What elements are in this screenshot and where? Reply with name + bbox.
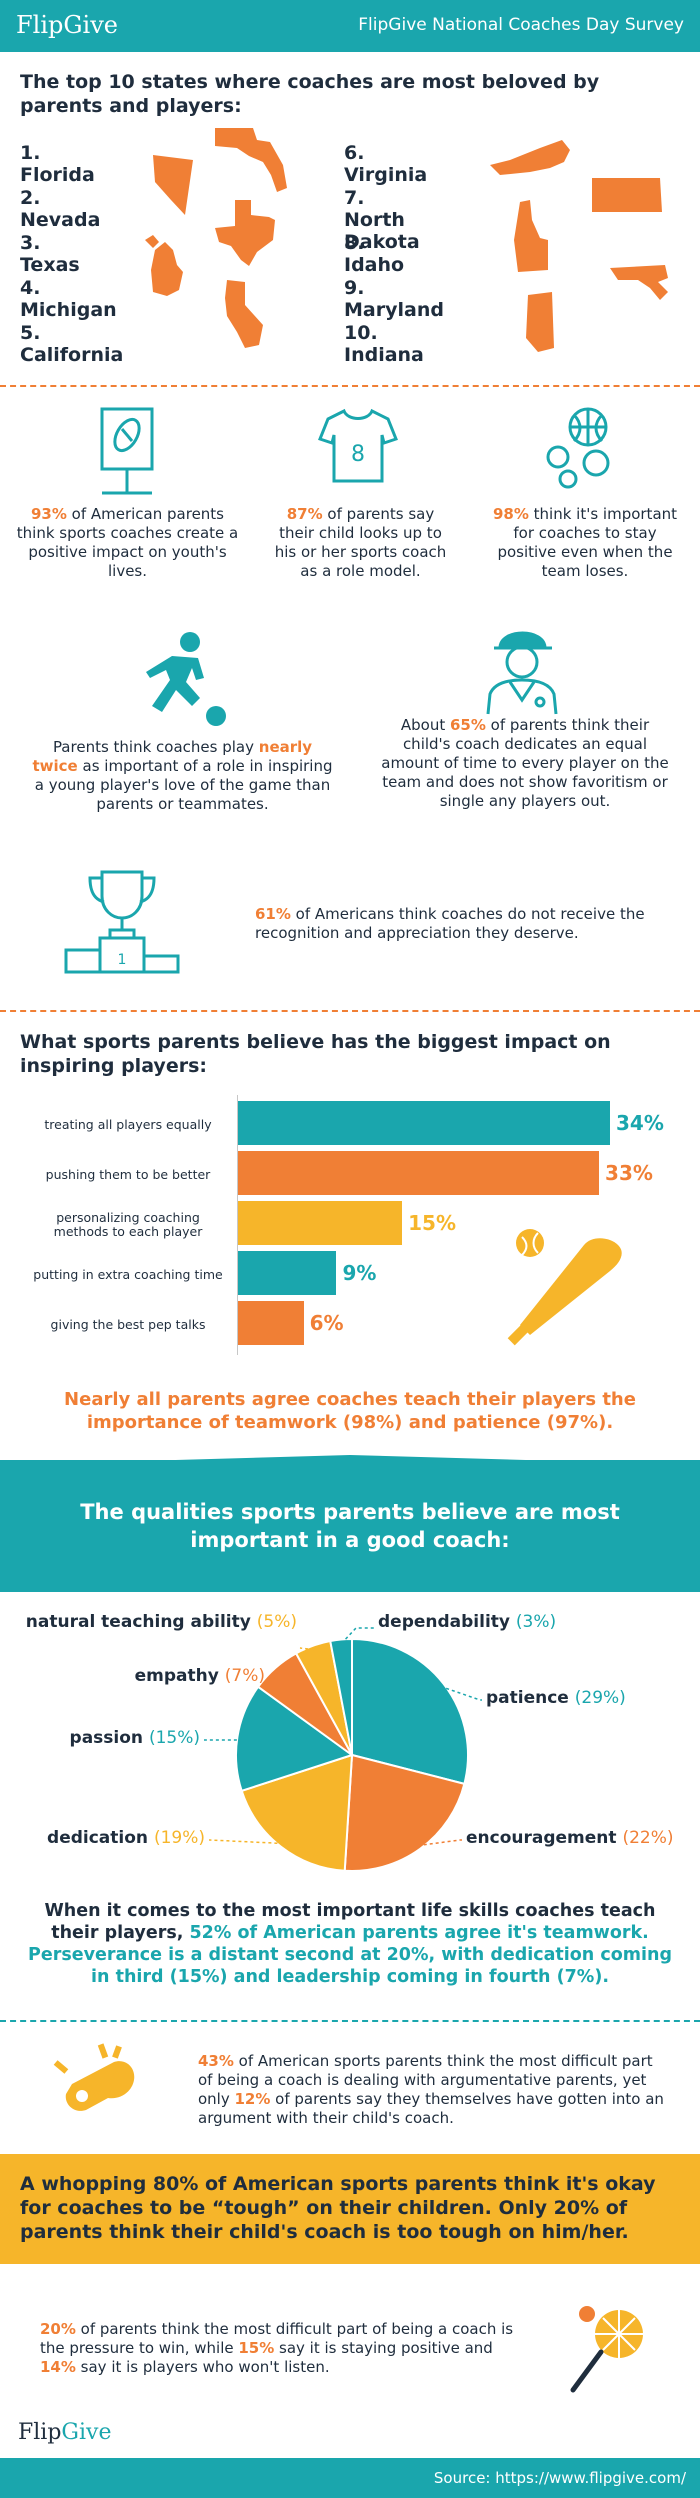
stat-role-model: 87% of parents say their child looks up … [274,505,447,580]
bar-category-label: pushing them to be better [45,1167,211,1182]
stat-nearly-twice: Parents think coaches play nearly twice … [32,738,333,813]
coach-icon [486,631,558,715]
bar-value-label: 15% [408,1211,456,1235]
bar [238,1101,610,1145]
skills-paragraph: When it comes to the most important life… [28,1901,672,1987]
football-goalpost-icon [100,407,154,495]
teamwork-note: Nearly all parents agree coaches teach t… [64,1389,636,1433]
source-link[interactable]: Source: https://www.flipgive.com/ [433,2469,686,2487]
pie-leader-line [269,1670,279,1679]
baseball-bat-icon [507,1229,622,1346]
svg-text:8: 8 [351,442,365,467]
bar-value-label: 9% [342,1261,377,1285]
bar-value-label: 33% [605,1161,653,1185]
brand-logo: FlipGive [16,11,118,39]
pie-slice-label: passion (15%) [69,1728,200,1748]
bar-value-label: 6% [309,1311,344,1335]
bar-chart-title: What sports parents believe has the bigg… [20,1031,611,1077]
pie-chart [204,1627,482,1872]
state-item: 3. Texas [20,232,80,276]
bar-value-label: 34% [616,1111,664,1135]
pie-leader-line [417,1839,462,1847]
footer-brand-area: FlipGive [0,2408,700,2458]
pie-slice-label: dependability (3%) [378,1612,557,1632]
pie-slice-passion [235,1685,355,1793]
bar [238,1251,337,1295]
footer-logo: FlipGive [18,2420,112,2445]
pie-slice-dedication [240,1753,354,1872]
trophy-podium-icon: 1 [64,870,180,974]
bar-category-label: putting in extra coaching time [33,1267,223,1282]
pie-leader-line [340,1627,374,1645]
bar [238,1151,600,1195]
stat-equal-time: About 65% of parents think their child's… [381,716,669,810]
state-item: 4. Michigan [20,277,117,321]
pie-slice-dependability [329,1637,353,1756]
tough-text: A whopping 80% of American sports parent… [20,2173,656,2243]
soccer-player-icon [146,632,226,726]
tennis-racket-icon [570,2306,643,2393]
pie-slice-label: natural teaching ability (5%) [25,1612,297,1632]
tough-band: A whopping 80% of American sports parent… [0,2154,700,2264]
bar-chart: treating all players equally 34% pushing t… [0,1095,700,1365]
state-item: 8. Idaho [344,232,405,276]
stat-stay-positive: 98% think it's important for coaches to … [492,505,678,580]
bar-category-label: personalizing coaching methods to each p… [53,1210,203,1239]
stat-argumentative-parents: 43% of American sports parents think the… [198,2052,664,2127]
stat-positive-impact: 93% of American parents think sports coa… [16,505,239,580]
pie-slice-encouragement [343,1753,466,1872]
bar [238,1301,304,1345]
bar [238,1201,403,1245]
bar-axis-line [237,1095,238,1355]
state-maps-left-icon [145,128,287,348]
pie-leader-line [440,1685,482,1701]
stat-recognition: 61% of Americans think coaches do not re… [255,905,645,942]
pie-slice-label: empathy (7%) [134,1666,265,1686]
bar-category-label: treating all players equally [44,1117,212,1132]
qualities-band: The qualities sports parents believe are… [0,1460,700,1592]
jersey-icon: 8 [318,408,398,483]
footer-bar: Source: https://www.flipgive.com/ [0,2458,700,2498]
pie-slice-label: patience (29%) [486,1688,626,1708]
pie-labels: patience (29%) encouragement (22%) dedicat… [0,1600,700,1900]
pie-slice-label: encouragement (22%) [466,1828,674,1848]
state-item: 6. Virginia [344,142,428,186]
sports-balls-icon [546,407,610,489]
pie-leader-line [209,1839,284,1845]
section-divider [0,2020,700,2022]
svg-text:1: 1 [118,952,127,968]
whistle-icon [53,2043,135,2111]
state-item: 10. Indiana [344,322,424,366]
state-item: 5. California [20,322,124,366]
state-maps-right-icon [490,140,668,352]
states-heading: The top 10 states where coaches are most… [20,71,600,117]
pie-leader-line [299,1647,315,1651]
header-title: FlipGive National Coaches Day Survey [358,15,684,35]
section-divider [0,1010,700,1012]
section-divider [0,385,700,387]
state-item: 1. Florida [20,142,95,186]
stat-pressure-to-win: 20% of parents think the most difficult … [40,2320,514,2376]
state-item: 2. Nevada [20,187,101,231]
header-bar: FlipGive FlipGive National Coaches Day S… [0,0,700,52]
state-item: 9. Maryland [344,277,444,321]
pie-leader-line [204,1737,243,1741]
bar-category-label: giving the best pep talks [50,1317,206,1332]
pie-chart-title: The qualities sports parents believe are… [80,1500,620,1552]
pie-slice-patience [351,1637,469,1786]
state-item: 7. North Dakota [344,187,420,253]
pie-slice-label: dedication (19%) [47,1828,205,1848]
